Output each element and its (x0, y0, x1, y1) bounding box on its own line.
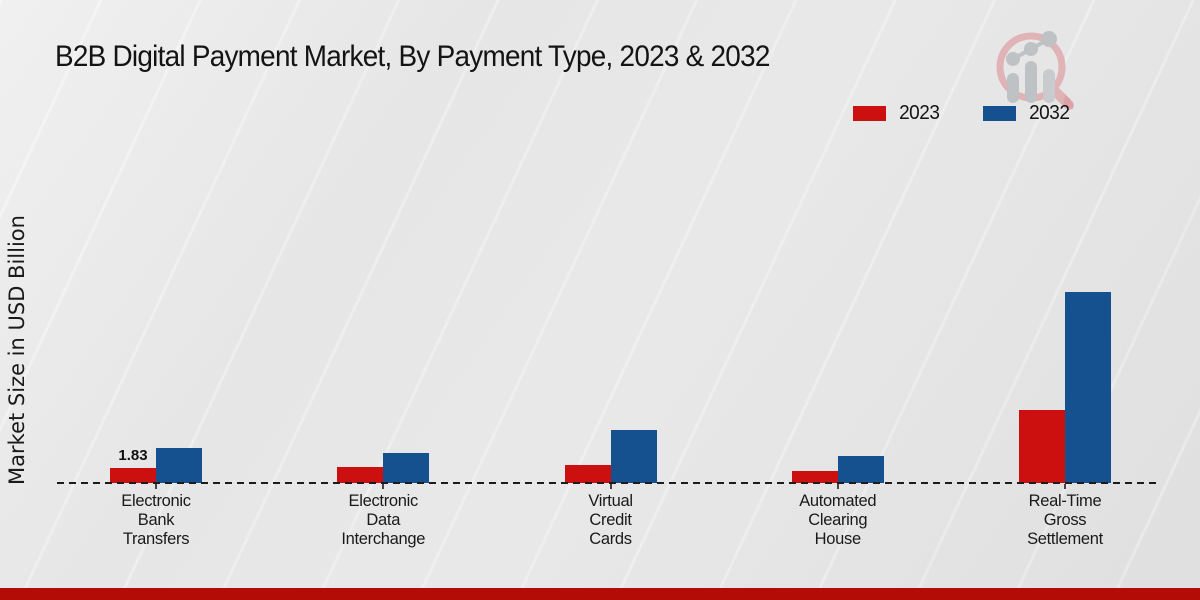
x-axis-tick (836, 484, 839, 489)
legend-label-2032: 2032 (1028, 102, 1070, 124)
legend-swatch-2032 (982, 106, 1016, 121)
bar-2032-category-0 (156, 448, 202, 483)
bar-2032-category-3 (837, 456, 884, 483)
category-label-1: Electronic Data Interchange (341, 492, 426, 548)
bar-2023-category-4 (1019, 410, 1065, 483)
category-label-4: Real-Time Gross Settlement (1027, 492, 1103, 548)
magnifier-bar-chart-logo-icon (996, 31, 1074, 110)
y-axis-label: Market Size in USD Billion (5, 215, 29, 485)
bar-2023-category-1 (337, 467, 384, 483)
category-label-3: Automated Clearing House (799, 492, 877, 548)
bar-2023-category-2 (564, 465, 611, 483)
x-axis-baseline (57, 482, 1157, 484)
x-axis-tick (155, 484, 157, 489)
bar-2032-category-4 (1065, 292, 1111, 483)
x-axis-tick (382, 484, 385, 489)
legend-label-2023: 2023 (899, 102, 940, 124)
legend-item-2023: 2023 (853, 102, 941, 125)
bar-2023-category-3 (791, 471, 838, 483)
chart-title: B2B Digital Payment Market, By Payment T… (55, 40, 770, 73)
legend-swatch-2023 (853, 106, 886, 121)
category-label-2: Virtual Credit Cards (588, 492, 633, 548)
category-label-0: Electronic Bank Transfers (121, 492, 191, 548)
x-axis-tick (1064, 484, 1066, 489)
legend: 2023 2032 (853, 102, 1070, 125)
bar-2032-category-1 (383, 453, 430, 483)
bar-2032-category-2 (610, 430, 657, 483)
bar-2023-category-0 (110, 468, 156, 483)
x-axis-tick (609, 484, 612, 489)
footer-accent-bar (0, 588, 1200, 600)
bar-value-annotation: 1.83 (118, 447, 148, 464)
legend-item-2032: 2032 (982, 102, 1071, 125)
